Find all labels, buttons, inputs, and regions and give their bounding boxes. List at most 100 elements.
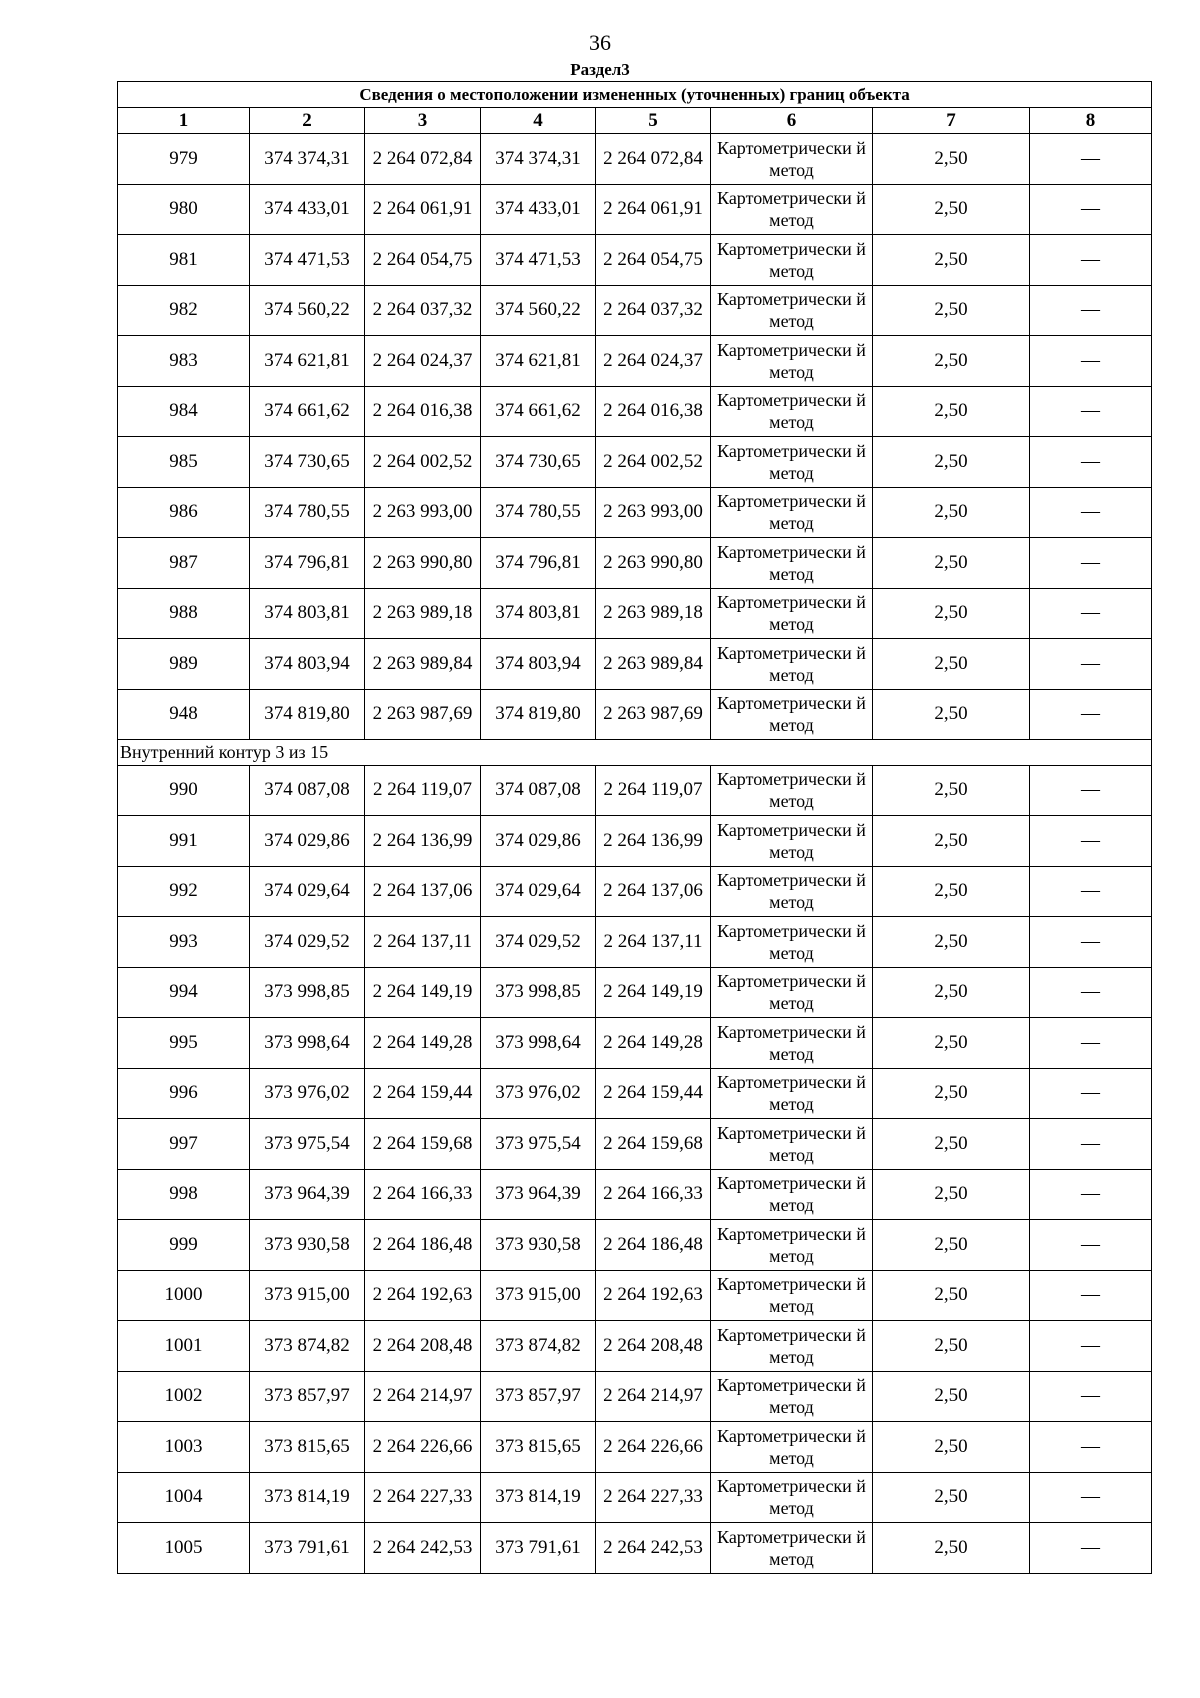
method-cell: Картометрически й метод [710, 966, 873, 1018]
accuracy-cell: 2,50 [872, 284, 1030, 336]
y-new-cell: 2 263 989,84 [595, 638, 711, 690]
method-cell: Картометрически й метод [710, 1067, 873, 1119]
method-cell: Картометрически й метод [710, 486, 873, 538]
y-existing-cell: 2 264 037,32 [364, 284, 481, 336]
y-existing-cell: 2 264 186,48 [364, 1219, 481, 1271]
x-existing-cell: 373 998,64 [249, 1017, 365, 1069]
y-new-cell: 2 264 226,66 [595, 1421, 711, 1473]
method-cell: Картометрически й метод [710, 1421, 873, 1473]
description-cell: — [1028, 1320, 1153, 1372]
accuracy-cell: 2,50 [872, 1017, 1030, 1069]
y-new-cell: 2 264 002,52 [595, 436, 711, 488]
table-row: 992 374 029,64 2 264 137,06 374 029,64 2 264… [117, 865, 1153, 917]
accuracy-cell: 2,50 [872, 1471, 1030, 1523]
y-new-cell: 2 263 987,69 [595, 688, 711, 740]
page-number: 36 [589, 30, 611, 55]
description-cell: — [1028, 966, 1153, 1018]
y-new-cell: 2 264 214,97 [595, 1370, 711, 1422]
x-new-cell: 374 819,80 [480, 688, 596, 740]
contour-label: Внутренний контур 3 из 15 [116, 739, 1153, 766]
column-number: 8 [1028, 107, 1153, 134]
x-existing-cell: 374 621,81 [249, 335, 365, 387]
y-existing-cell: 2 263 989,18 [364, 587, 481, 639]
method-cell: Картометрически й метод [710, 1471, 873, 1523]
y-existing-cell: 2 264 226,66 [364, 1421, 481, 1473]
method-cell: Картометрически й метод [710, 815, 873, 867]
method-cell: Картометрически й метод [710, 1370, 873, 1422]
description-cell: — [1028, 587, 1153, 639]
method-cell: Картометрически й метод [710, 385, 873, 437]
y-new-cell: 2 264 208,48 [595, 1320, 711, 1372]
method-cell: Картометрически й метод [710, 1168, 873, 1220]
accuracy-cell: 2,50 [872, 183, 1030, 235]
point-number-cell: 982 [117, 284, 250, 336]
method-cell: Картометрически й метод [710, 865, 873, 917]
table-row: 1003 373 815,65 2 264 226,66 373 815,65 2 26… [117, 1421, 1153, 1473]
method-cell: Картометрически й метод [710, 916, 873, 968]
accuracy-cell: 2,50 [872, 1168, 1030, 1220]
section-heading: Раздел3 [570, 60, 630, 79]
y-new-cell: 2 264 024,37 [595, 335, 711, 387]
method-cell: Картометрически й метод [710, 284, 873, 336]
table-row: 1005 373 791,61 2 264 242,53 373 791,61 2 26… [117, 1522, 1153, 1574]
method-cell: Картометрически й метод [710, 1522, 873, 1574]
x-new-cell: 373 998,64 [480, 1017, 596, 1069]
method-cell: Картометрически й метод [710, 537, 873, 589]
x-new-cell: 374 029,52 [480, 916, 596, 968]
y-new-cell: 2 264 186,48 [595, 1219, 711, 1271]
y-new-cell: 2 264 054,75 [595, 234, 711, 286]
method-cell: Картометрически й метод [710, 234, 873, 286]
column-number: 6 [710, 107, 873, 134]
x-existing-cell: 373 930,58 [249, 1219, 365, 1271]
table-row: 993 374 029,52 2 264 137,11 374 029,52 2 264… [117, 916, 1153, 968]
description-cell: — [1028, 815, 1153, 867]
accuracy-cell: 2,50 [872, 1421, 1030, 1473]
x-existing-cell: 374 433,01 [249, 183, 365, 235]
point-number-cell: 988 [117, 587, 250, 639]
point-number-cell: 981 [117, 234, 250, 286]
table-row: 988 374 803,81 2 263 989,18 374 803,81 2 263… [117, 587, 1153, 639]
table-row: 989 374 803,94 2 263 989,84 374 803,94 2 263… [117, 638, 1153, 690]
y-new-cell: 2 263 990,80 [595, 537, 711, 589]
x-existing-cell: 374 029,52 [249, 916, 365, 968]
x-new-cell: 374 780,55 [480, 486, 596, 538]
x-existing-cell: 374 661,62 [249, 385, 365, 437]
point-number-cell: 984 [117, 385, 250, 437]
y-new-cell: 2 264 149,28 [595, 1017, 711, 1069]
x-existing-cell: 373 815,65 [249, 1421, 365, 1473]
description-cell: — [1028, 183, 1153, 235]
x-new-cell: 374 374,31 [480, 133, 596, 185]
y-existing-cell: 2 264 137,11 [364, 916, 481, 968]
y-existing-cell: 2 264 214,97 [364, 1370, 481, 1422]
x-new-cell: 373 814,19 [480, 1471, 596, 1523]
x-new-cell: 373 791,61 [480, 1522, 596, 1574]
x-existing-cell: 374 029,86 [249, 815, 365, 867]
description-cell: — [1028, 638, 1153, 690]
table-row: 985 374 730,65 2 264 002,52 374 730,65 2 264… [117, 436, 1153, 488]
x-new-cell: 374 471,53 [480, 234, 596, 286]
point-number-cell: 1000 [117, 1269, 250, 1321]
table-row: 984 374 661,62 2 264 016,38 374 661,62 2 264… [117, 385, 1153, 437]
table-row: 1001 373 874,82 2 264 208,48 373 874,82 2 26… [117, 1320, 1153, 1372]
table-row: 983 374 621,81 2 264 024,37 374 621,81 2 264… [117, 335, 1153, 387]
accuracy-cell: 2,50 [872, 638, 1030, 690]
table-row: 997 373 975,54 2 264 159,68 373 975,54 2 264… [117, 1118, 1153, 1170]
x-existing-cell: 373 975,54 [249, 1118, 365, 1170]
x-new-cell: 373 815,65 [480, 1421, 596, 1473]
x-new-cell: 373 874,82 [480, 1320, 596, 1372]
y-new-cell: 2 264 136,99 [595, 815, 711, 867]
y-existing-cell: 2 263 993,00 [364, 486, 481, 538]
x-new-cell: 374 621,81 [480, 335, 596, 387]
x-existing-cell: 374 471,53 [249, 234, 365, 286]
x-existing-cell: 373 874,82 [249, 1320, 365, 1372]
accuracy-cell: 2,50 [872, 587, 1030, 639]
description-cell: — [1028, 1168, 1153, 1220]
x-new-cell: 373 857,97 [480, 1370, 596, 1422]
y-existing-cell: 2 263 990,80 [364, 537, 481, 589]
y-existing-cell: 2 263 989,84 [364, 638, 481, 690]
y-new-cell: 2 264 166,33 [595, 1168, 711, 1220]
table-row: 1000 373 915,00 2 264 192,63 373 915,00 2 26… [117, 1269, 1153, 1321]
x-existing-cell: 374 730,65 [249, 436, 365, 488]
table-row: 982 374 560,22 2 264 037,32 374 560,22 2 264… [117, 284, 1153, 336]
y-new-cell: 2 264 149,19 [595, 966, 711, 1018]
